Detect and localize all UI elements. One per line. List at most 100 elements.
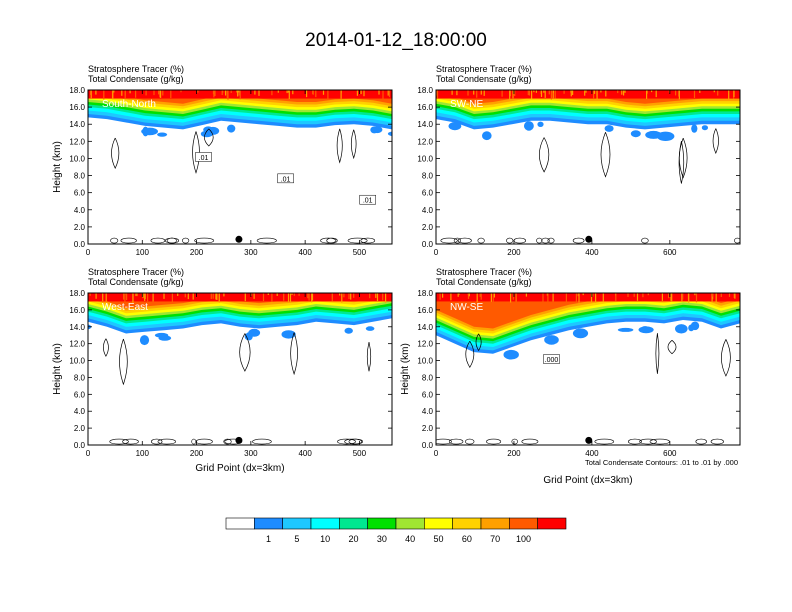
tracer-streak [95,90,97,95]
tracer-streak [624,90,626,93]
tracer-streak [152,293,154,302]
tracer-streak [89,293,91,296]
tracer-blob [630,130,641,138]
condensate-contour [239,333,251,372]
condensate-contour [594,438,615,445]
contour-label: .000 [545,357,559,364]
colorbar-label: 10 [320,534,330,544]
tracer-streak [584,90,586,96]
panel-header-condensate: Total Condensate (g/kg) [436,74,532,84]
condensate-contour [539,137,550,173]
x-tick-label: 400 [585,248,599,257]
tracer-streak [103,90,105,100]
tracer-streak [125,293,127,296]
panel-label: South-North [102,99,156,110]
tracer-streak [293,293,295,296]
tracer-streak [315,90,317,98]
panel-header-tracer: Stratosphere Tracer (%) [88,64,184,74]
y-tick-label: 4.0 [422,206,434,215]
tracer-streak [605,90,607,97]
y-tick-label: 8.0 [74,172,86,181]
tracer-streak [170,90,172,99]
tracer-streak [533,90,535,93]
colorbar-swatch [254,517,283,530]
tracer-streak [681,293,683,302]
tracer-streak [253,293,255,299]
y-tick-label: 16.0 [417,103,433,112]
tracer-streak [577,293,579,297]
condensate-contour [348,438,363,445]
condensate-contour [347,237,368,244]
tracer-streak [153,90,155,96]
condensate-contour [710,438,724,445]
tracer-streak [675,90,677,96]
colorbar-label: 5 [294,534,299,544]
condensate-contour [641,237,649,244]
tracer-streak [262,293,265,301]
y-tick-label: 16.0 [69,103,85,112]
tracer-streak [331,293,333,302]
x-axis-label: Grid Point (dx=3km) [543,475,632,486]
tracer-streak [670,293,672,301]
tracer-streak [552,90,554,99]
tracer-streak [180,90,182,93]
condensate-contour [506,237,514,244]
tracer-streak [307,293,309,299]
tracer-streak [514,90,516,96]
y-tick-label: 18.0 [417,289,433,298]
condensate-contour [465,341,475,368]
condensate-contour [109,438,129,445]
tracer-streak [592,293,594,297]
tracer-streak [693,90,696,98]
tracer-streak [512,90,514,99]
tracer-streak [227,90,229,100]
x-tick-label: 200 [507,449,521,458]
y-tick-label: 4.0 [74,407,86,416]
tracer-streak [467,90,469,96]
tracer-streak [291,293,293,295]
tracer-streak [480,293,482,300]
tracer-streak [711,293,713,302]
tracer-streak [490,293,492,302]
x-tick-label: 100 [136,248,150,257]
tracer-streak [733,293,735,298]
condensate-contour [360,237,376,244]
y-tick-label: 2.0 [74,223,86,232]
tracer-streak [734,293,736,299]
condensate-contour [119,338,128,386]
x-tick-label: 500 [353,248,367,257]
tracer-streak [615,293,617,302]
contour-footnote: Total Condensate Contours: .01 to .01 by… [585,458,738,467]
tracer-band-top [88,293,392,302]
y-tick-label: 4.0 [422,407,434,416]
tracer-streak [343,293,345,298]
tracer-streak [363,90,365,97]
tracer-streak [244,293,246,302]
tracer-blob [141,127,159,136]
tracer-streak [385,293,387,303]
location-marker [235,436,243,444]
y-tick-label: 0.0 [422,441,434,450]
tracer-blob [572,328,589,339]
figure-title: 2014-01-12_18:00:00 [305,30,487,51]
tracer-streak [590,293,593,303]
tracer-streak [450,293,452,301]
contour-label: .01 [363,198,373,205]
tracer-streak [382,90,384,100]
tracer-streak [267,293,269,295]
y-tick-label: 8.0 [422,373,434,382]
tracer-streak [145,90,147,96]
tracer-streak [565,293,567,303]
tracer-streak [733,90,735,97]
tracer-streak [436,90,439,99]
condensate-contour [486,438,502,445]
tracer-streak [162,90,164,96]
y-tick-label: 14.0 [69,120,85,129]
y-tick-label: 14.0 [417,120,433,129]
tracer-streak [192,293,194,300]
condensate-contour [436,438,452,445]
tracer-streak [251,293,253,296]
y-tick-label: 8.0 [422,172,434,181]
tracer-streak [286,90,288,94]
tracer-streak [90,90,92,99]
